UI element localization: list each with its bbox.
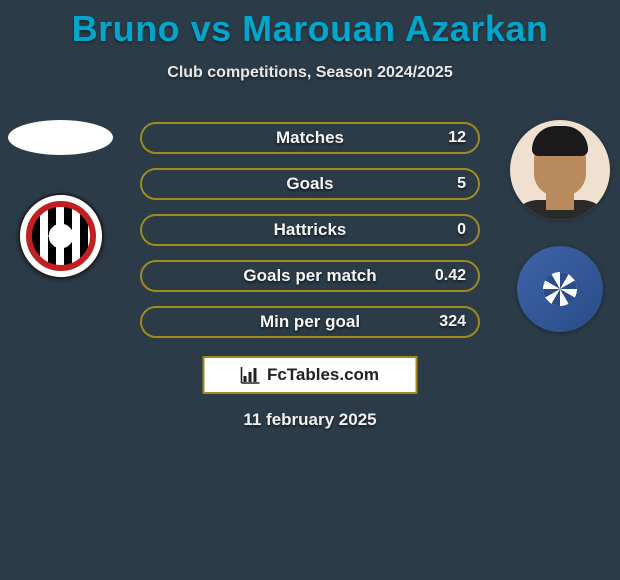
- stat-right-value: 5: [457, 170, 466, 198]
- date-line: 11 february 2025: [0, 410, 620, 430]
- brand-box[interactable]: FcTables.com: [203, 356, 418, 394]
- brand-label: FcTables.com: [267, 365, 379, 385]
- stats-block: 12Matches 5Goals 0Hattricks 0.42Goals per m…: [140, 122, 480, 352]
- stat-row: 12Matches: [140, 122, 480, 154]
- stat-row: 324Min per goal: [140, 306, 480, 338]
- right-column: [507, 120, 612, 332]
- stat-right-value: 324: [439, 308, 466, 336]
- stat-label: Goals per match: [142, 262, 478, 290]
- left-column: [8, 120, 113, 279]
- stat-right-value: 0: [457, 216, 466, 244]
- stat-label: Min per goal: [142, 308, 478, 336]
- player-left-avatar-placeholder: [8, 120, 113, 155]
- stat-row: 0Hattricks: [140, 214, 480, 246]
- stat-right-value: 0.42: [435, 262, 466, 290]
- club-badge-left: [18, 193, 104, 279]
- chart-icon: [241, 366, 261, 384]
- player-right-avatar: [510, 120, 610, 220]
- stat-label: Hattricks: [142, 216, 478, 244]
- stat-label: Matches: [142, 124, 478, 152]
- stat-label: Goals: [142, 170, 478, 198]
- stat-right-value: 12: [448, 124, 466, 152]
- club-badge-right: [517, 246, 603, 332]
- stat-row: 0.42Goals per match: [140, 260, 480, 292]
- page-title: Bruno vs Marouan Azarkan: [0, 0, 620, 50]
- subtitle: Club competitions, Season 2024/2025: [0, 64, 620, 82]
- stat-row: 5Goals: [140, 168, 480, 200]
